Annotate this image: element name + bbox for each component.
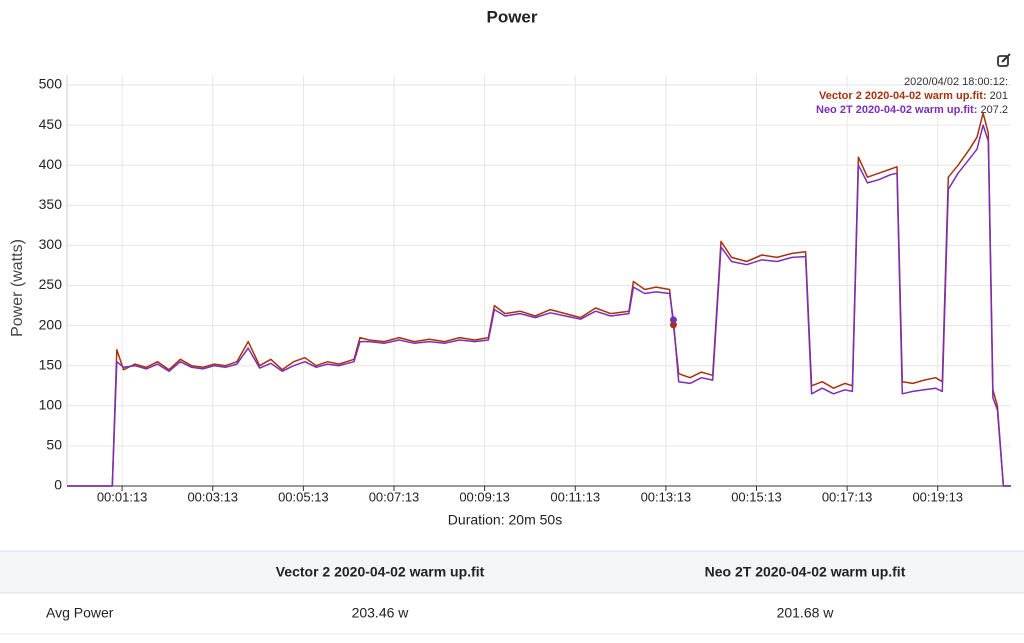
separator: : [983, 90, 990, 102]
row-label: Avg Power [46, 605, 114, 621]
tooltip-entry: Neo 2T 2020-04-02 warm up.fit: 207.2 [816, 104, 1008, 116]
y-tick-label: 100 [39, 397, 63, 413]
tooltip-entry: Vector 2 2020-04-02 warm up.fit: 201 [819, 90, 1008, 102]
x-tick-label: 00:01:13 [97, 489, 148, 504]
cell: 203.46 w [352, 605, 410, 621]
x-tick-label: 00:07:13 [369, 489, 420, 504]
series-line [67, 112, 1011, 487]
tooltip-value: 207.2 [980, 104, 1008, 116]
separator: : [974, 104, 981, 116]
edit-icon[interactable] [997, 53, 1011, 67]
hover-marker [669, 316, 677, 324]
hover-marker [669, 321, 677, 329]
chart-title: Power [486, 7, 537, 26]
table-header: Neo 2T 2020-04-02 warm up.fit [705, 564, 906, 580]
legend-label: Vector 2 2020-04-02 warm up.fit [819, 90, 983, 102]
y-tick-label: 250 [39, 276, 63, 292]
y-tick-label: 0 [54, 477, 62, 493]
x-tick-label: 00:03:13 [187, 489, 238, 504]
x-tick-label: 00:15:13 [731, 489, 782, 504]
legend-label: Neo 2T 2020-04-02 warm up.fit [816, 104, 974, 116]
x-tick-label: 00:11:13 [550, 489, 600, 504]
y-tick-label: 150 [39, 356, 63, 372]
cell: 201.68 w [777, 605, 835, 621]
y-tick-label: 50 [46, 437, 62, 453]
y-tick-label: 450 [39, 116, 63, 132]
tooltip-time: 2020/04/02 18:00:12: [904, 76, 1008, 88]
x-axis-label: Duration: 20m 50s [448, 512, 562, 528]
y-tick-label: 300 [39, 236, 63, 252]
x-tick-label: 00:05:13 [278, 489, 329, 504]
table-header-bg [0, 551, 1024, 593]
y-tick-label: 500 [39, 76, 63, 92]
y-tick-label: 200 [39, 316, 63, 332]
series-line [67, 124, 1011, 487]
x-tick-label: 00:19:13 [912, 489, 963, 504]
x-tick-label: 00:13:13 [641, 489, 692, 504]
x-tick-label: 00:09:13 [459, 489, 510, 504]
y-axis-label: Power (watts) [9, 239, 26, 337]
y-tick-label: 350 [39, 196, 63, 212]
tooltip-value: 201 [990, 90, 1008, 102]
x-tick-label: 00:17:13 [822, 489, 873, 504]
y-tick-label: 400 [39, 156, 63, 172]
table-header: Vector 2 2020-04-02 warm up.fit [276, 564, 485, 580]
